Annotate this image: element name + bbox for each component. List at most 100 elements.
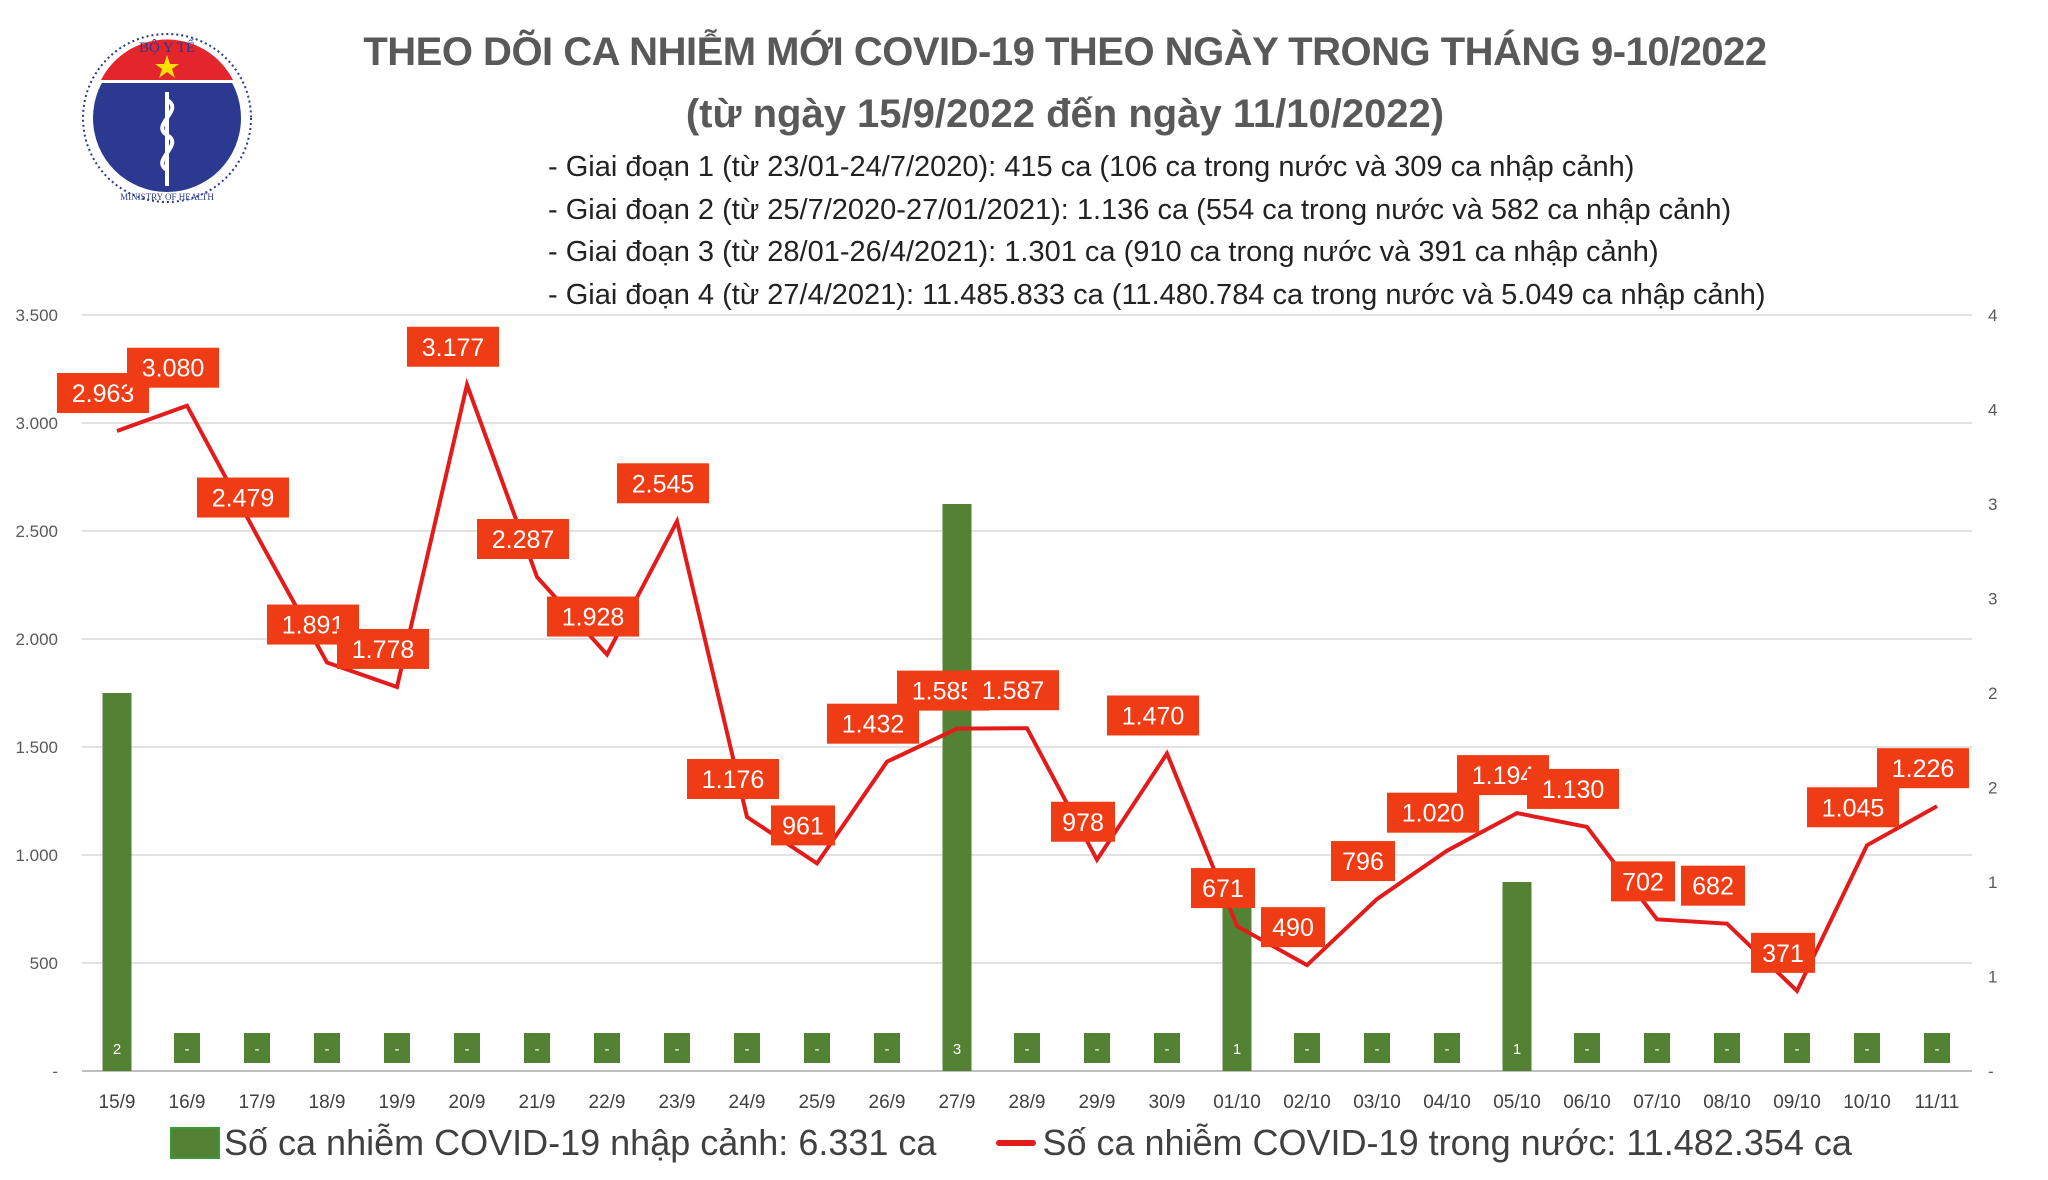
bar: [942, 504, 972, 1071]
y-left-tick-label: 1.000: [15, 846, 58, 865]
ministry-of-health-logo: BỘ Y TẾ MINISTRY OF HEALTH: [82, 33, 252, 203]
line-label-box: [1877, 748, 1969, 789]
bar-label-box: [594, 1033, 620, 1063]
bar-label-box: [1714, 1033, 1740, 1063]
line-data-label: 1.130: [1542, 776, 1605, 804]
line-data-label: 1.587: [982, 677, 1045, 705]
logo-text-top: BỘ Y TẾ: [139, 39, 195, 56]
line-label-box: [127, 347, 219, 388]
y-left-tick-label: 2.500: [15, 522, 58, 541]
x-tick-label: 06/10: [1563, 1092, 1611, 1113]
line-label-box: [1681, 865, 1745, 906]
bar-data-label: -: [675, 1041, 680, 1058]
stage-note-2: - Giai đoạn 2 (từ 25/7/2020-27/01/2021):…: [548, 193, 1732, 226]
line-data-label: 1.226: [1892, 755, 1955, 783]
bar-data-label: -: [255, 1041, 260, 1058]
line-label-box: [1611, 861, 1675, 902]
line-data-label: 702: [1622, 868, 1664, 896]
y-right-tick-label: 3: [1988, 590, 1997, 609]
bar-data-label: -: [1305, 1041, 1310, 1058]
bar-label-box: [174, 1033, 200, 1063]
x-tick-label: 08/10: [1703, 1092, 1751, 1113]
x-tick-label: 27/9: [939, 1092, 976, 1113]
bar-data-label: -: [745, 1041, 750, 1058]
line-data-label: 1.585: [912, 678, 975, 706]
bar-label-box: [454, 1033, 480, 1063]
x-tick-label: 05/10: [1493, 1092, 1541, 1113]
line-label-box: [771, 805, 835, 846]
line-label-box: [1387, 792, 1479, 833]
x-tick-label: 09/10: [1773, 1092, 1821, 1113]
x-tick-label: 21/9: [519, 1092, 556, 1113]
line-data-label: 671: [1202, 875, 1244, 903]
bar-label-box: [384, 1033, 410, 1063]
x-tick-label: 26/9: [869, 1092, 906, 1113]
x-tick-label: 07/10: [1633, 1092, 1681, 1113]
y-left-tick-label: 2.000: [15, 630, 58, 649]
line-label-box: [967, 670, 1059, 711]
bar-data-label: 3: [953, 1041, 961, 1058]
x-tick-label: 25/9: [799, 1092, 836, 1113]
line-data-label: 796: [1342, 848, 1384, 876]
x-tick-label: 28/9: [1009, 1092, 1046, 1113]
bar-data-label: -: [1655, 1041, 1660, 1058]
bar-data-label: 1: [1233, 1041, 1241, 1058]
y-left-tick-label: 500: [30, 954, 58, 973]
line-label-box: [1331, 841, 1395, 882]
bar-label-box: [1434, 1033, 1460, 1063]
bar-data-label: -: [1445, 1041, 1450, 1058]
bar-label-box: [1784, 1033, 1810, 1063]
y-left-tick-label: 3.500: [15, 306, 58, 325]
bar-label-box: [1504, 1033, 1530, 1063]
legend-line-label: Số ca nhiễm COVID-19 trong nước: 11.482.…: [1042, 1122, 1852, 1163]
stage-note-3: - Giai đoạn 3 (từ 28/01-26/4/2021): 1.30…: [548, 236, 1659, 268]
bar-data-label: -: [535, 1041, 540, 1058]
bar-data-label: -: [325, 1041, 330, 1058]
x-tick-label: 10/10: [1843, 1092, 1891, 1113]
bar-data-label: -: [1025, 1041, 1030, 1058]
line-data-label: 1.891: [282, 612, 345, 640]
x-tick-label: 23/9: [659, 1092, 696, 1113]
bar-label-box: [874, 1033, 900, 1063]
bar-label-box: [1574, 1033, 1600, 1063]
line-label-box: [197, 477, 289, 518]
bar-data-label: -: [1585, 1041, 1590, 1058]
bar-data-label: -: [1795, 1041, 1800, 1058]
line-label-box: [407, 326, 499, 367]
line-label-box: [687, 758, 779, 799]
y-left-tick-label: 3.000: [15, 414, 58, 433]
line-data-label: 490: [1272, 914, 1314, 942]
y-right-tick-label: 4: [1988, 306, 1997, 325]
bar-label-box: [314, 1033, 340, 1063]
y-right-tick-label: 1: [1988, 873, 1997, 892]
line-label-box: [1527, 768, 1619, 809]
chart-title: THEO DÕI CA NHIỄM MỚI COVID-19 THEO NGÀY…: [363, 30, 1767, 74]
bar-label-box: [1014, 1033, 1040, 1063]
bar: [102, 693, 132, 1071]
y-right-tick-label: 2: [1988, 684, 1997, 703]
stage-note-1: - Giai đoạn 1 (từ 23/01-24/7/2020): 415 …: [548, 151, 1635, 183]
bar-label-box: [524, 1033, 550, 1063]
bar-label-box: [244, 1033, 270, 1063]
y-left-tick-label: -: [52, 1062, 58, 1081]
line-label-box: [617, 463, 709, 504]
bar-label-box: [1084, 1033, 1110, 1063]
legend-bar-swatch: [170, 1127, 220, 1159]
y-right-tick-label: -: [1988, 1062, 1994, 1081]
x-tick-label: 29/9: [1079, 1092, 1116, 1113]
line-data-label: 1.432: [842, 711, 905, 739]
line-label-box: [477, 519, 569, 560]
bar-data-label: -: [185, 1041, 190, 1058]
bar-data-label: -: [605, 1041, 610, 1058]
bar-data-label: -: [465, 1041, 470, 1058]
line-data-label: 2.963: [72, 380, 135, 408]
bar-data-label: -: [395, 1041, 400, 1058]
bar-data-label: 2: [113, 1041, 121, 1058]
bar-data-label: -: [885, 1041, 890, 1058]
x-tick-label: 03/10: [1353, 1092, 1401, 1113]
bar-label-box: [1224, 1033, 1250, 1063]
line-data-label: 371: [1762, 940, 1804, 968]
bar-data-label: -: [815, 1041, 820, 1058]
bar-label-box: [1364, 1033, 1390, 1063]
